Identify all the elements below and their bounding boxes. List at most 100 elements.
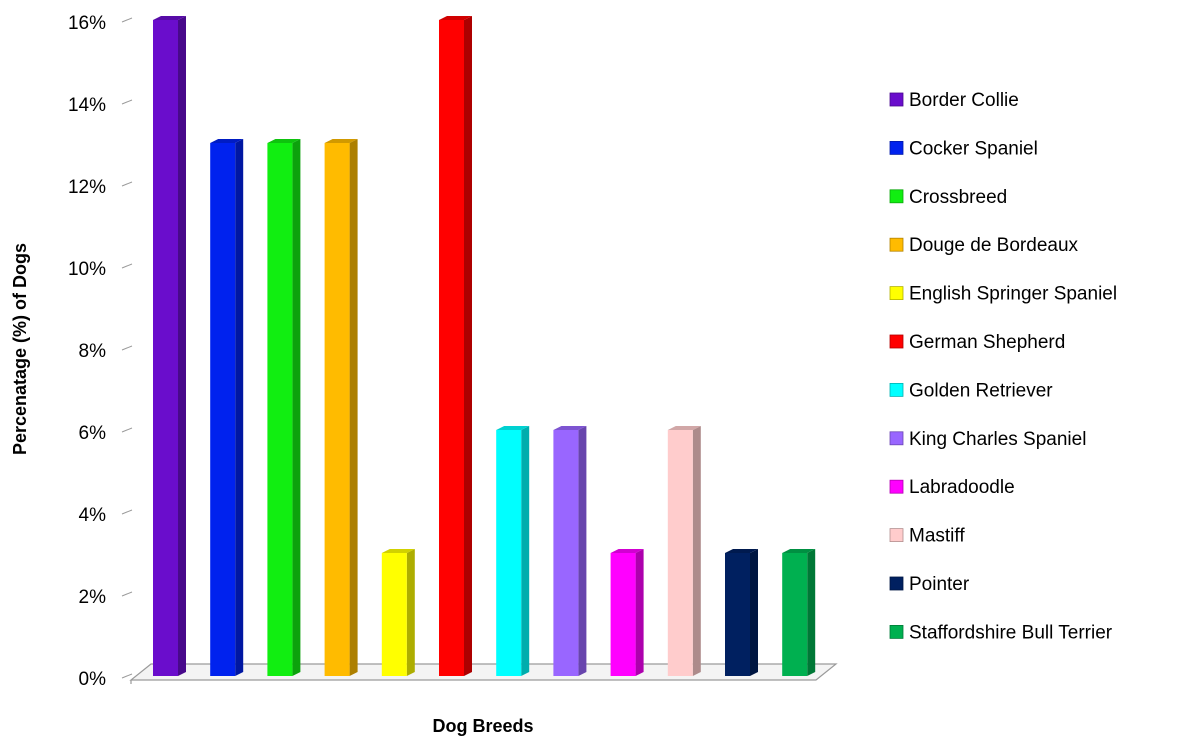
- bar: [610, 549, 644, 676]
- legend-swatch: [889, 92, 904, 107]
- bar: [725, 549, 758, 676]
- bar-side: [635, 549, 644, 676]
- y-axis-title: Percenatage (%) of Dogs: [10, 243, 30, 455]
- bar-top: [439, 16, 472, 20]
- bar-side: [235, 139, 244, 676]
- legend-swatch: [889, 431, 904, 446]
- y-tick-label: 10%: [68, 259, 106, 280]
- legend-label: King Charles Spaniel: [909, 429, 1086, 450]
- bar-top: [725, 549, 758, 553]
- y-tick-label: 0%: [79, 669, 107, 690]
- bar-top: [553, 426, 587, 430]
- y-tick-label: 8%: [79, 341, 107, 362]
- legend-item: Staffordshire Bull Terrier: [889, 622, 1113, 643]
- y-tick-mark: [121, 509, 133, 515]
- floor-plane: [129, 663, 838, 681]
- bar: [324, 139, 358, 676]
- legend-swatch: [889, 625, 904, 639]
- legend-swatch: [889, 237, 904, 252]
- y-tick-mark: [121, 673, 133, 679]
- y-tick-mark: [121, 263, 133, 269]
- y-tick-label: 16%: [68, 13, 106, 34]
- legend-item: King Charles Spaniel: [889, 429, 1086, 450]
- bar: [439, 16, 472, 676]
- bar-side: [807, 549, 816, 676]
- legend-item: Douge de Bordeaux: [889, 235, 1079, 256]
- bar-front: [610, 553, 636, 676]
- chart-floor: [129, 663, 838, 684]
- bar-front: [153, 20, 178, 676]
- bar-side: [406, 549, 415, 676]
- legend-swatch: [889, 140, 904, 155]
- legend-label: Cocker Spaniel: [909, 138, 1038, 159]
- bar-top: [610, 549, 644, 553]
- legend-item: Labradoodle: [889, 477, 1015, 498]
- legend-label: Border Collie: [909, 90, 1019, 111]
- legend-swatch: [889, 334, 904, 349]
- legend-swatch: [889, 479, 904, 494]
- y-tick-label: 4%: [79, 505, 107, 526]
- bar: [782, 549, 816, 676]
- legend-label: Golden Retriever: [909, 380, 1053, 401]
- bar: [267, 139, 301, 676]
- y-tick-mark: [121, 345, 133, 351]
- legend-label: Labradoodle: [909, 477, 1015, 498]
- y-tick-mark: [121, 99, 133, 105]
- legend-item: German Shepherd: [889, 332, 1065, 353]
- y-axis-ticks: 0% 2% 4% 6% 8% 10% 12% 14% 16%: [68, 13, 133, 690]
- bar-top: [210, 139, 244, 143]
- bar: [153, 16, 186, 676]
- bar-top: [153, 16, 186, 20]
- bar-side: [178, 16, 186, 676]
- bar-front: [667, 430, 693, 676]
- bar-front: [782, 553, 808, 676]
- bar: [496, 426, 530, 676]
- bar: [210, 139, 244, 676]
- bar-side: [578, 426, 587, 676]
- legend-item: Golden Retriever: [889, 380, 1053, 401]
- bar: [381, 549, 415, 676]
- y-tick-mark: [121, 181, 133, 187]
- legend-item: Pointer: [889, 574, 970, 595]
- legend-swatch: [889, 382, 904, 397]
- bar-top: [667, 426, 701, 430]
- bar-top: [496, 426, 530, 430]
- bar-front: [553, 430, 579, 676]
- legend-label: Douge de Bordeaux: [909, 235, 1079, 256]
- legend-item: Border Collie: [889, 90, 1019, 111]
- bar-front: [324, 143, 350, 676]
- legend-item: Crossbreed: [889, 187, 1007, 208]
- legend-label: Mastiff: [909, 526, 965, 547]
- legend-swatch: [889, 189, 904, 204]
- y-tick-label: 12%: [68, 177, 106, 198]
- legend-label: Staffordshire Bull Terrier: [909, 622, 1113, 643]
- legend-label: Pointer: [909, 574, 970, 595]
- x-axis-title: Dog Breeds: [432, 716, 533, 736]
- bar-top: [782, 549, 816, 553]
- legend-label: German Shepherd: [909, 332, 1065, 353]
- bar-front: [381, 553, 407, 676]
- bar-side: [464, 16, 472, 676]
- legend-item: Mastiff: [889, 526, 965, 547]
- bar-side: [750, 549, 758, 676]
- bar-side: [349, 139, 358, 676]
- y-tick-mark: [121, 427, 133, 433]
- legend-item: English Springer Spaniel: [889, 284, 1117, 305]
- bar-side: [292, 139, 301, 676]
- y-tick-label: 6%: [79, 423, 107, 444]
- legend-label: English Springer Spaniel: [909, 284, 1117, 305]
- y-tick-label: 2%: [79, 587, 107, 608]
- legend-item: Cocker Spaniel: [889, 138, 1038, 159]
- bar: [553, 426, 587, 676]
- bar-front: [725, 553, 750, 676]
- legend-label: Crossbreed: [909, 187, 1007, 208]
- bar-top: [381, 549, 415, 553]
- y-tick-label: 14%: [68, 95, 106, 116]
- bar-side: [692, 426, 701, 676]
- bar-top: [267, 139, 301, 143]
- y-tick-mark: [121, 17, 133, 23]
- bar-front: [210, 143, 236, 676]
- bar-front: [496, 430, 522, 676]
- bars: [153, 16, 816, 676]
